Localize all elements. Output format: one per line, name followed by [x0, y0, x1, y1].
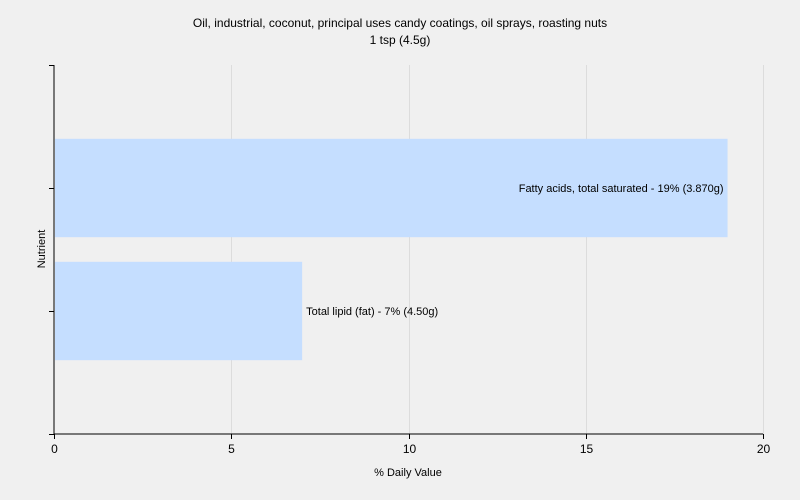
- chart-title: Oil, industrial, coconut, principal uses…: [193, 16, 607, 30]
- x-tick-label: 15: [580, 442, 594, 456]
- bar-data-label: Total lipid (fat) - 7% (4.50g): [306, 306, 438, 318]
- bar: [55, 261, 303, 361]
- x-tick-label: 20: [757, 442, 771, 456]
- grid: [231, 65, 764, 434]
- y-axis-title: Nutrient: [36, 230, 48, 269]
- chart-subtitle: 1 tsp (4.5g): [370, 33, 431, 47]
- x-tick-label: 0: [51, 442, 58, 456]
- bar-data-label: Fatty acids, total saturated - 19% (3.87…: [519, 183, 724, 195]
- x-tick-label: 10: [403, 442, 417, 456]
- x-axis-title: % Daily Value: [374, 467, 442, 479]
- x-tick-label: 5: [228, 442, 235, 456]
- data-labels: Fatty acids, total saturated - 19% (3.87…: [306, 183, 723, 318]
- bar: [55, 138, 728, 238]
- bars: [55, 138, 728, 361]
- axes: [53, 65, 763, 435]
- ticks: 0 5 10 15 20: [49, 65, 771, 456]
